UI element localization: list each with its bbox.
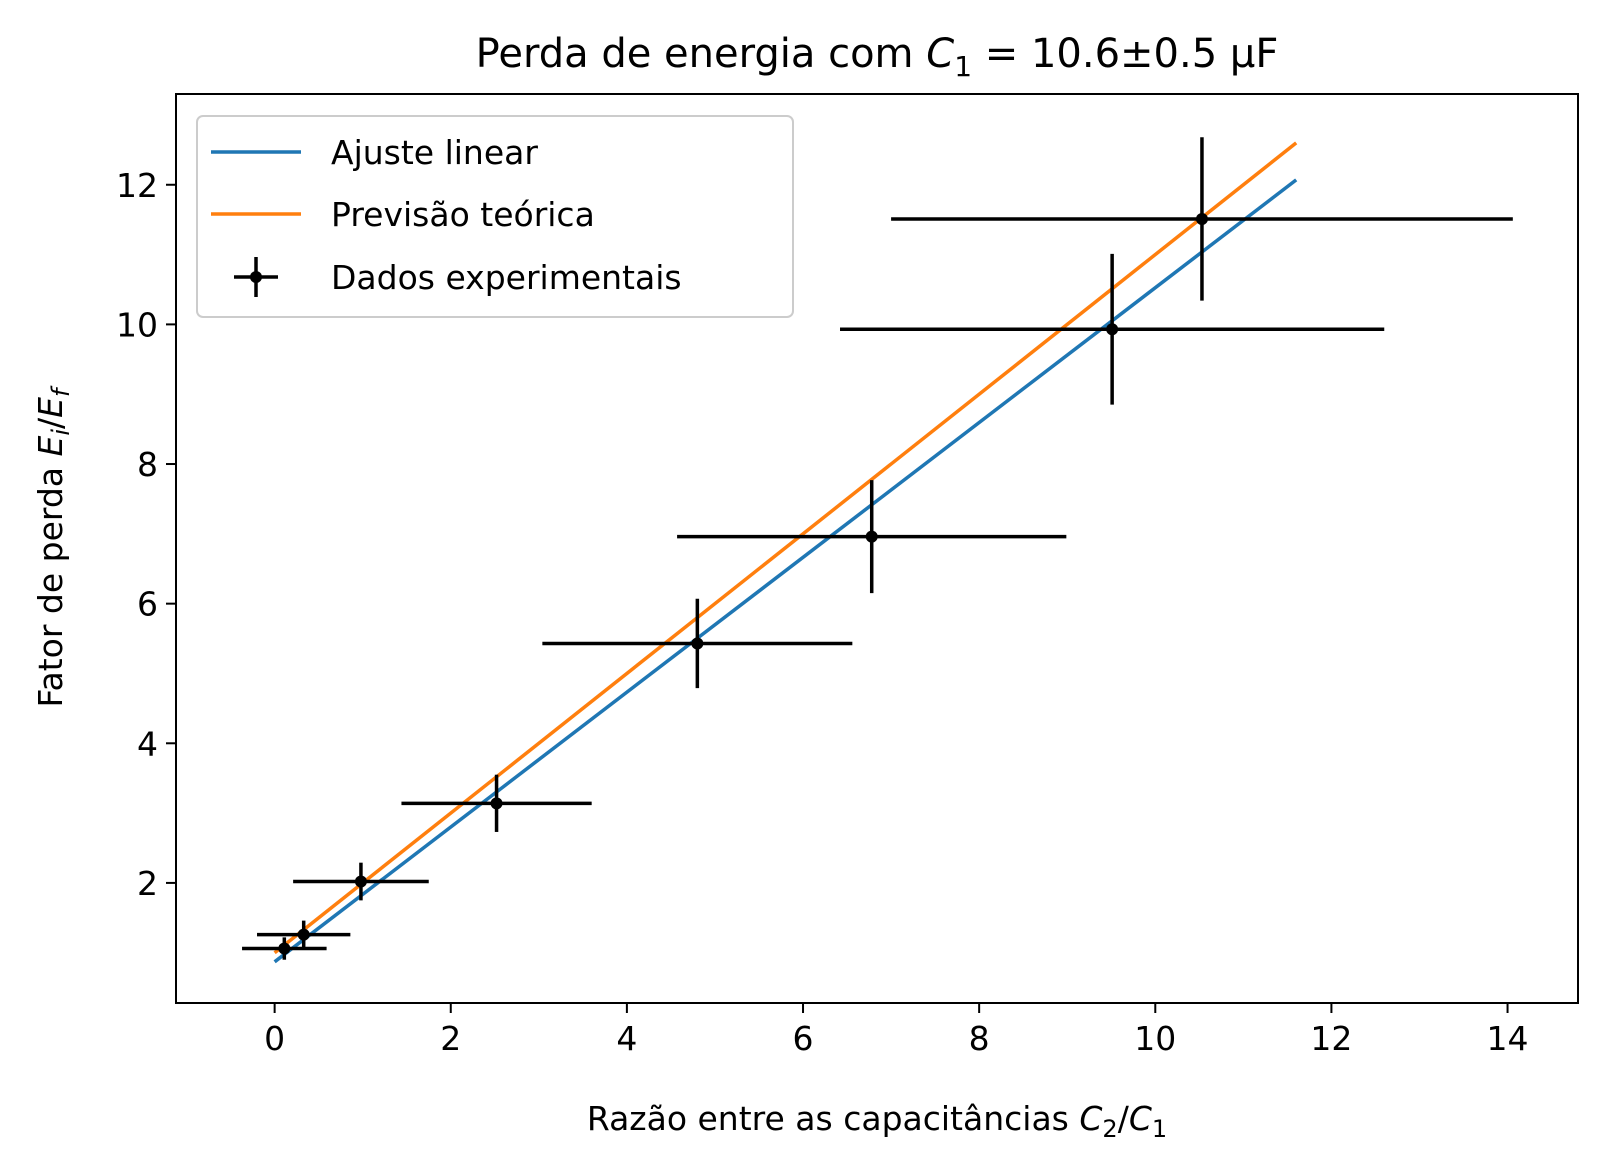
- data-point-6: [840, 253, 1385, 405]
- y-tick-label-8: 8: [137, 445, 158, 484]
- marker-7: [1195, 212, 1208, 225]
- legend-label-dados-experimentais: Dados experimentais: [331, 258, 682, 297]
- legend-label-previsao-teorica: Previsão teórica: [331, 195, 595, 234]
- plot-area: [242, 137, 1513, 964]
- data-point-5: [677, 480, 1067, 594]
- y-axis-label: Fator de perda Ei/Ef: [31, 385, 75, 708]
- x-tick-label-2: 2: [440, 1019, 461, 1058]
- legend-swatch-dados-experimentais: [234, 257, 278, 297]
- series-line-1: [273, 141, 1298, 955]
- x-tick-label-6: 6: [793, 1019, 814, 1058]
- y-tick-label-2: 2: [137, 864, 158, 903]
- legend-box: [196, 115, 794, 318]
- marker-4: [691, 637, 704, 650]
- marker-5: [865, 530, 878, 543]
- x-tick-label-8: 8: [969, 1019, 990, 1058]
- data-point-3: [401, 774, 592, 832]
- axes-frame: [175, 93, 1579, 1004]
- x-axis-label: Razão entre as capacitâncias C2/C1: [587, 1099, 1167, 1143]
- series-line-0: [273, 178, 1298, 964]
- data-point-0: [242, 937, 327, 960]
- y-tick-label-4: 4: [137, 724, 158, 763]
- x-axis: 0 2 4 6 8 10 12 14: [264, 1003, 1529, 1058]
- data-point-7: [891, 137, 1513, 301]
- marker-3: [490, 797, 503, 810]
- x-tick-label-10: 10: [1134, 1019, 1176, 1058]
- data-point-4: [542, 598, 853, 689]
- y-axis: 2 4 6 8 10 12: [116, 166, 176, 903]
- y-tick-label-12: 12: [116, 166, 158, 205]
- x-tick-label-0: 0: [264, 1019, 285, 1058]
- marker-6: [1106, 323, 1119, 336]
- x-tick-label-12: 12: [1310, 1019, 1352, 1058]
- marker-2: [354, 875, 367, 888]
- data-point-2: [293, 862, 429, 901]
- legend-label-ajuste-linear: Ajuste linear: [331, 133, 538, 172]
- x-tick-label-4: 4: [616, 1019, 637, 1058]
- y-tick-label-6: 6: [137, 585, 158, 624]
- chart-title: Perda de energia com C1 = 10.6±0.5 μF: [476, 31, 1279, 83]
- y-tick-label-10: 10: [116, 305, 158, 344]
- marker-0: [278, 942, 291, 955]
- data-point-1: [257, 920, 351, 949]
- legend: Ajuste linear Previsão teórica Dados exp…: [196, 115, 794, 318]
- marker-1: [297, 928, 310, 941]
- x-tick-label-14: 14: [1487, 1019, 1529, 1058]
